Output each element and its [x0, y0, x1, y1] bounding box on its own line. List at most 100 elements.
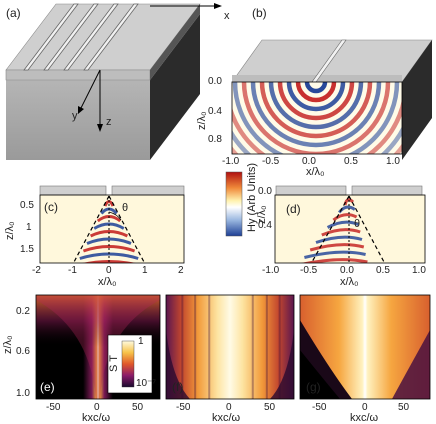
- d-metal-right: [351, 185, 423, 196]
- d-ytick-1: 0.0: [258, 186, 272, 197]
- b-ytick-2: 0.4: [208, 106, 222, 117]
- slit-3: [63, 3, 119, 71]
- b-xtick-5: 1.0: [386, 156, 400, 167]
- c-xtick-1: -2: [32, 265, 41, 276]
- panel-d: [274, 185, 426, 264]
- c-metal-left: [39, 185, 107, 196]
- f-heatmap: [166, 295, 294, 399]
- d-xtick-4: 0.5: [376, 265, 390, 276]
- axis-y-label: y: [72, 110, 78, 122]
- y-axis-arrow-2: [79, 69, 101, 111]
- c-ytick-3: 1.5: [20, 244, 34, 255]
- d-xtick-3: 0.0: [340, 265, 354, 276]
- st-label: S T: [108, 355, 120, 372]
- d-cone-left: [311, 195, 350, 263]
- panel-c: [39, 185, 185, 264]
- c-xtick-2: -1: [68, 265, 77, 276]
- d-cone-right: [348, 195, 385, 263]
- d-ytick-2: 0.4: [258, 220, 272, 231]
- f-corner-left: [166, 330, 190, 399]
- z-arrowhead: [97, 124, 103, 132]
- c-cone-right: [108, 195, 145, 263]
- g-xlabel: kxc/ω: [350, 412, 379, 424]
- g-xtick-1: -50: [312, 402, 327, 413]
- g-xtick-3: 50: [398, 402, 410, 413]
- c-theta-arc: [108, 211, 122, 221]
- d-xlabel: x/λ₀: [340, 276, 359, 288]
- g-frame: [299, 294, 431, 400]
- axis-x-label: x: [224, 10, 230, 22]
- b-ring: [295, 82, 337, 103]
- c-ylabel: z/λ₀: [4, 221, 16, 240]
- b-xlabel: x/λ₀: [306, 166, 325, 178]
- bottom-ytick-2: 0.6: [16, 346, 30, 357]
- bottom-ylabel: z/λ₀: [2, 335, 14, 354]
- panel-b-label: (b): [252, 6, 267, 20]
- b-ring: [277, 82, 355, 121]
- f-streak: [181, 295, 184, 399]
- bottom-ytick-1: 0.2: [16, 306, 30, 317]
- c-metal-right: [111, 185, 185, 196]
- b-frame: [231, 81, 403, 155]
- c-xtick-4: 1: [142, 265, 148, 276]
- e-xlabel: kxc/ω: [82, 412, 111, 424]
- st-min: 10⁻⁷: [136, 378, 157, 389]
- d-wavefront: [300, 258, 368, 263]
- panel-e: [35, 294, 161, 400]
- panel-d-label: (d): [286, 202, 301, 216]
- f-xtick-3: 50: [264, 402, 276, 413]
- c-cone-left: [73, 195, 110, 263]
- b-ring: [286, 82, 346, 112]
- axis-z-label: z: [106, 116, 112, 128]
- d-wavefront: [309, 243, 365, 252]
- b-xtick-2: -0.5: [262, 156, 280, 167]
- d-wavefront: [315, 235, 363, 244]
- e-xtick-2: 0: [94, 402, 100, 413]
- slit-2: [43, 3, 99, 71]
- b-slab-side: [402, 40, 432, 160]
- panel-c-label: (c): [44, 200, 58, 214]
- g-dark-right: [392, 330, 430, 399]
- panel-f: [165, 294, 295, 400]
- c-wavefront: [82, 245, 136, 253]
- panel-e-label: (e): [40, 380, 55, 394]
- d-theta: θ: [354, 218, 361, 230]
- d-wavefront: [304, 250, 366, 259]
- c-xtick-5: 2: [178, 265, 184, 276]
- b-ring: [304, 82, 328, 94]
- g-dark-left-core: [300, 350, 340, 399]
- f-corner-right: [270, 330, 294, 399]
- e-funnel: [36, 295, 160, 399]
- x-arrowhead: [214, 3, 222, 9]
- panel-b: [231, 39, 433, 160]
- panel-g-label: (g): [306, 380, 321, 394]
- f-xtick-1: -50: [176, 402, 191, 413]
- slab-top-side: [150, 4, 200, 80]
- d-wavefront: [332, 213, 358, 222]
- y-arrowhead: [78, 106, 84, 114]
- b-xtick-4: 0.5: [344, 156, 358, 167]
- c-wavefront: [86, 237, 132, 245]
- c-theta: θ: [122, 202, 129, 214]
- d-frame: [274, 194, 426, 264]
- b-xtick-1: -1.0: [222, 156, 240, 167]
- panel-a-slab: [5, 3, 222, 160]
- c-frame: [39, 194, 185, 264]
- e-xtick-3: 50: [132, 402, 144, 413]
- b-xtick-3: 0.0: [302, 156, 316, 167]
- g-xtick-2: 0: [362, 402, 368, 413]
- slab-top-edge: [5, 69, 151, 81]
- panel-a-label: (a): [6, 6, 21, 20]
- panel-f-label: (f): [172, 380, 184, 394]
- d-ylabel: z/λ₀: [256, 205, 268, 224]
- b-ring: [268, 82, 364, 130]
- e-xtick-1: -50: [46, 402, 61, 413]
- hy-colorbar: [225, 171, 243, 237]
- f-streak: [265, 295, 268, 399]
- d-wavefront: [326, 220, 359, 229]
- panel-g: [299, 294, 431, 400]
- slab-front: [6, 80, 150, 160]
- f-streak: [251, 295, 254, 399]
- b-ylabel: z/λ₀: [196, 111, 208, 130]
